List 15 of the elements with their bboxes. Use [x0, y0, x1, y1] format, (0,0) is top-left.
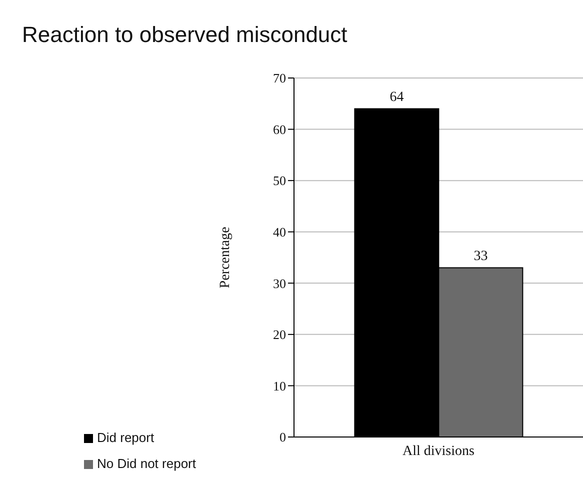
y-axis-title: Percentage: [218, 226, 233, 288]
y-tick-label: 70: [273, 70, 286, 86]
chart-title: Reaction to observed misconduct: [22, 22, 348, 48]
y-tick-label: 20: [273, 327, 286, 342]
data-label: 64: [390, 90, 404, 105]
y-tick-label: 10: [273, 378, 286, 394]
y-tick-label: 50: [273, 173, 286, 188]
y-tick-label: 40: [273, 224, 286, 240]
y-tick-label: 0: [280, 430, 286, 445]
y-tick-label: 60: [273, 122, 286, 137]
legend-label: Did report: [97, 430, 154, 445]
data-label: 33: [474, 248, 488, 264]
legend-label: No Did not report: [97, 456, 196, 471]
y-tick-label: 30: [273, 276, 286, 291]
x-tick-label: All divisions: [402, 444, 474, 459]
